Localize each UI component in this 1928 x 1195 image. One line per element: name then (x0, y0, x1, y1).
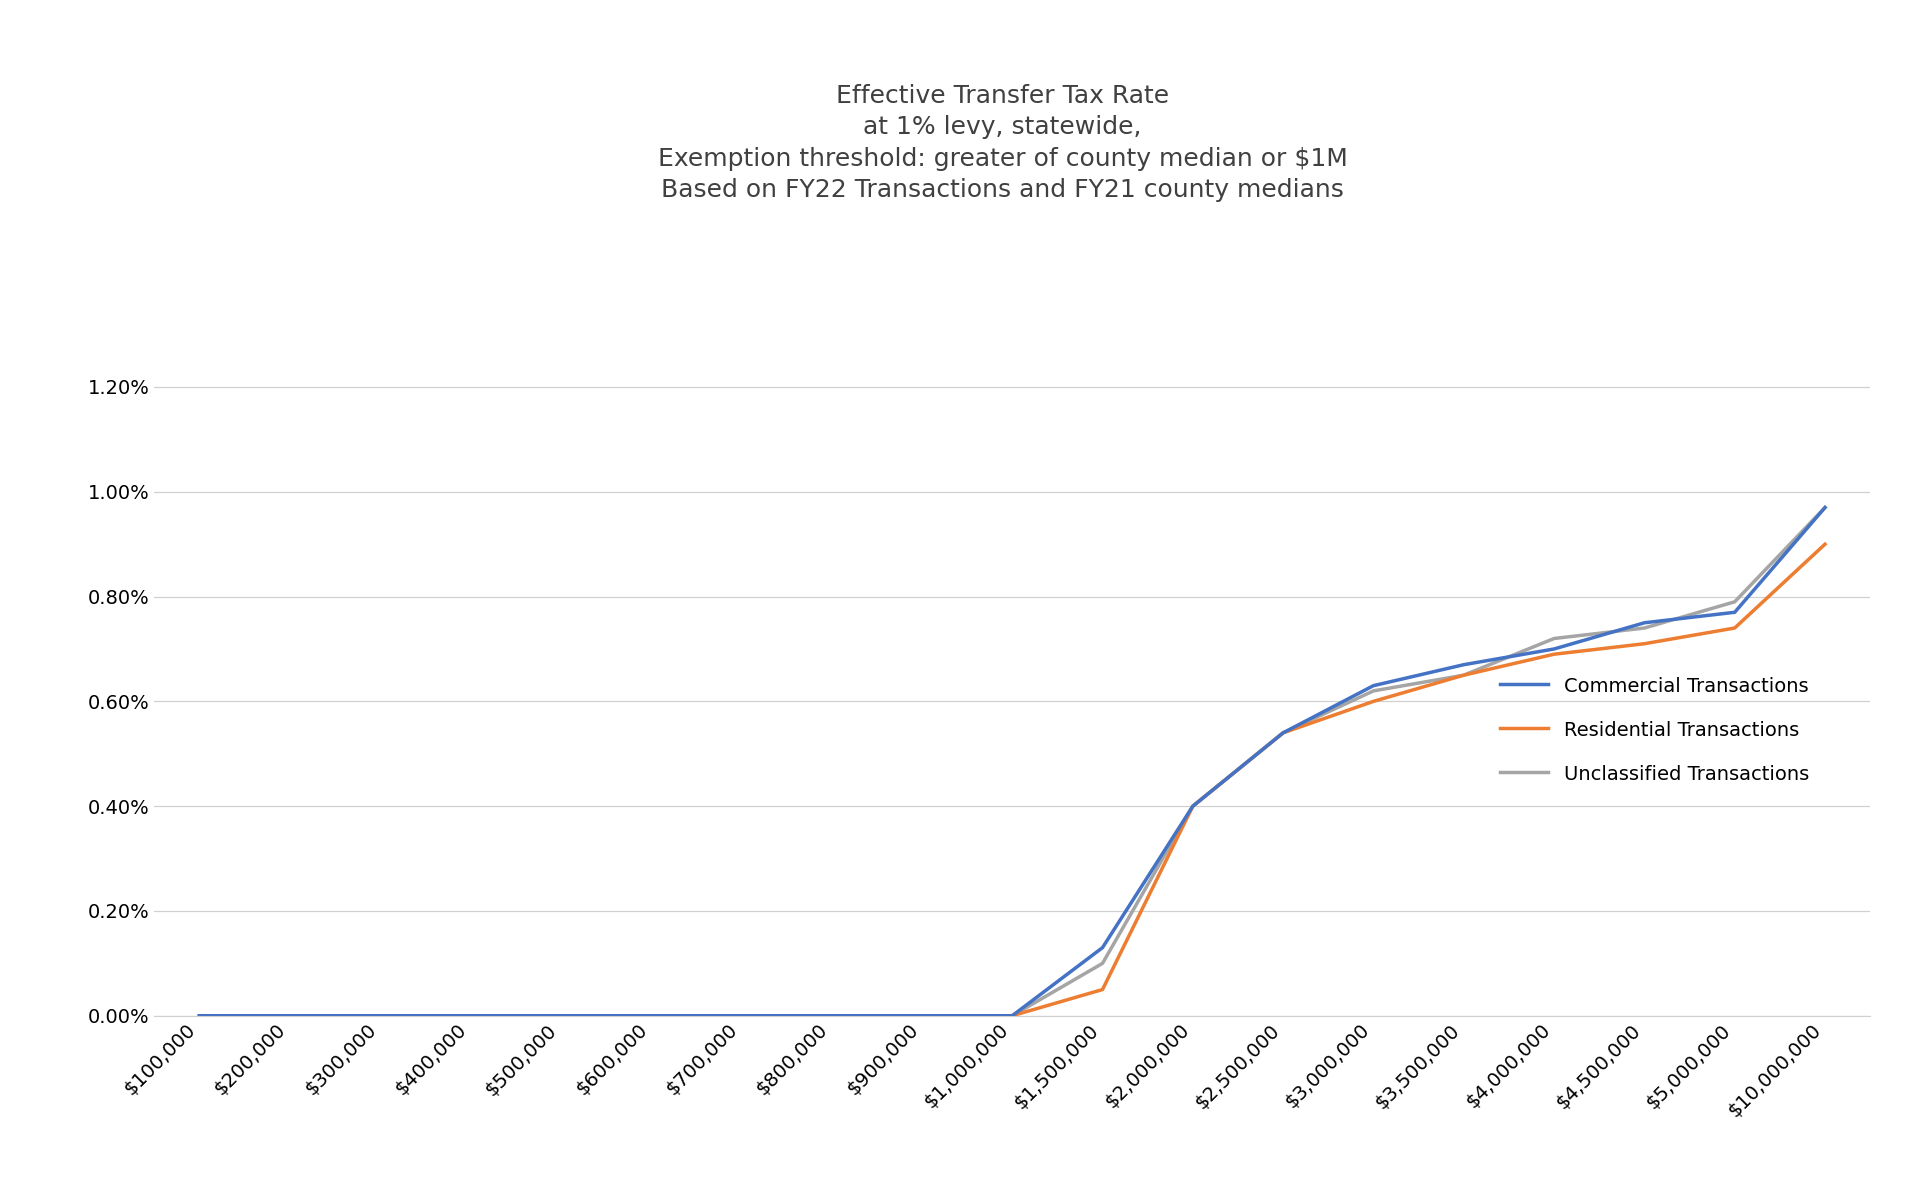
Unclassified Transactions (549, 1009, 573, 1023)
Unclassified Transactions (278, 1009, 301, 1023)
Unclassified Transactions (1814, 501, 1837, 515)
Residential Transactions (1814, 537, 1837, 551)
Unclassified Transactions (187, 1009, 210, 1023)
Residential Transactions (1272, 725, 1296, 740)
Unclassified Transactions (729, 1009, 752, 1023)
Commercial Transactions (819, 1009, 843, 1023)
Commercial Transactions (1272, 725, 1296, 740)
Commercial Transactions (1091, 940, 1114, 955)
Residential Transactions (1452, 668, 1475, 682)
Commercial Transactions (278, 1009, 301, 1023)
Commercial Transactions (1361, 679, 1384, 693)
Unclassified Transactions (368, 1009, 391, 1023)
Line: Unclassified Transactions: Unclassified Transactions (199, 508, 1826, 1016)
Commercial Transactions (1452, 657, 1475, 672)
Commercial Transactions (1001, 1009, 1024, 1023)
Unclassified Transactions (819, 1009, 843, 1023)
Commercial Transactions (187, 1009, 210, 1023)
Residential Transactions (910, 1009, 933, 1023)
Residential Transactions (1091, 982, 1114, 997)
Commercial Transactions (1542, 642, 1566, 656)
Commercial Transactions (368, 1009, 391, 1023)
Unclassified Transactions (1272, 725, 1296, 740)
Line: Commercial Transactions: Commercial Transactions (199, 508, 1826, 1016)
Residential Transactions (1001, 1009, 1024, 1023)
Unclassified Transactions (1542, 631, 1566, 645)
Unclassified Transactions (910, 1009, 933, 1023)
Residential Transactions (1361, 694, 1384, 709)
Unclassified Transactions (1182, 799, 1205, 814)
Text: Effective Transfer Tax Rate
at 1% levy, statewide,
Exemption threshold: greater : Effective Transfer Tax Rate at 1% levy, … (657, 84, 1348, 202)
Unclassified Transactions (1091, 956, 1114, 970)
Commercial Transactions (729, 1009, 752, 1023)
Unclassified Transactions (1361, 684, 1384, 698)
Residential Transactions (1542, 646, 1566, 661)
Residential Transactions (549, 1009, 573, 1023)
Commercial Transactions (1633, 615, 1656, 630)
Unclassified Transactions (1633, 621, 1656, 636)
Residential Transactions (640, 1009, 663, 1023)
Residential Transactions (819, 1009, 843, 1023)
Unclassified Transactions (1452, 668, 1475, 682)
Residential Transactions (1724, 621, 1747, 636)
Residential Transactions (729, 1009, 752, 1023)
Commercial Transactions (459, 1009, 482, 1023)
Commercial Transactions (910, 1009, 933, 1023)
Commercial Transactions (549, 1009, 573, 1023)
Commercial Transactions (1814, 501, 1837, 515)
Residential Transactions (278, 1009, 301, 1023)
Unclassified Transactions (459, 1009, 482, 1023)
Line: Residential Transactions: Residential Transactions (199, 544, 1826, 1016)
Commercial Transactions (1182, 799, 1205, 814)
Unclassified Transactions (1001, 1009, 1024, 1023)
Legend: Commercial Transactions, Residential Transactions, Unclassified Transactions: Commercial Transactions, Residential Tra… (1500, 675, 1808, 784)
Residential Transactions (368, 1009, 391, 1023)
Commercial Transactions (640, 1009, 663, 1023)
Commercial Transactions (1724, 605, 1747, 619)
Residential Transactions (187, 1009, 210, 1023)
Residential Transactions (1633, 637, 1656, 651)
Unclassified Transactions (1724, 595, 1747, 609)
Residential Transactions (459, 1009, 482, 1023)
Residential Transactions (1182, 799, 1205, 814)
Unclassified Transactions (640, 1009, 663, 1023)
